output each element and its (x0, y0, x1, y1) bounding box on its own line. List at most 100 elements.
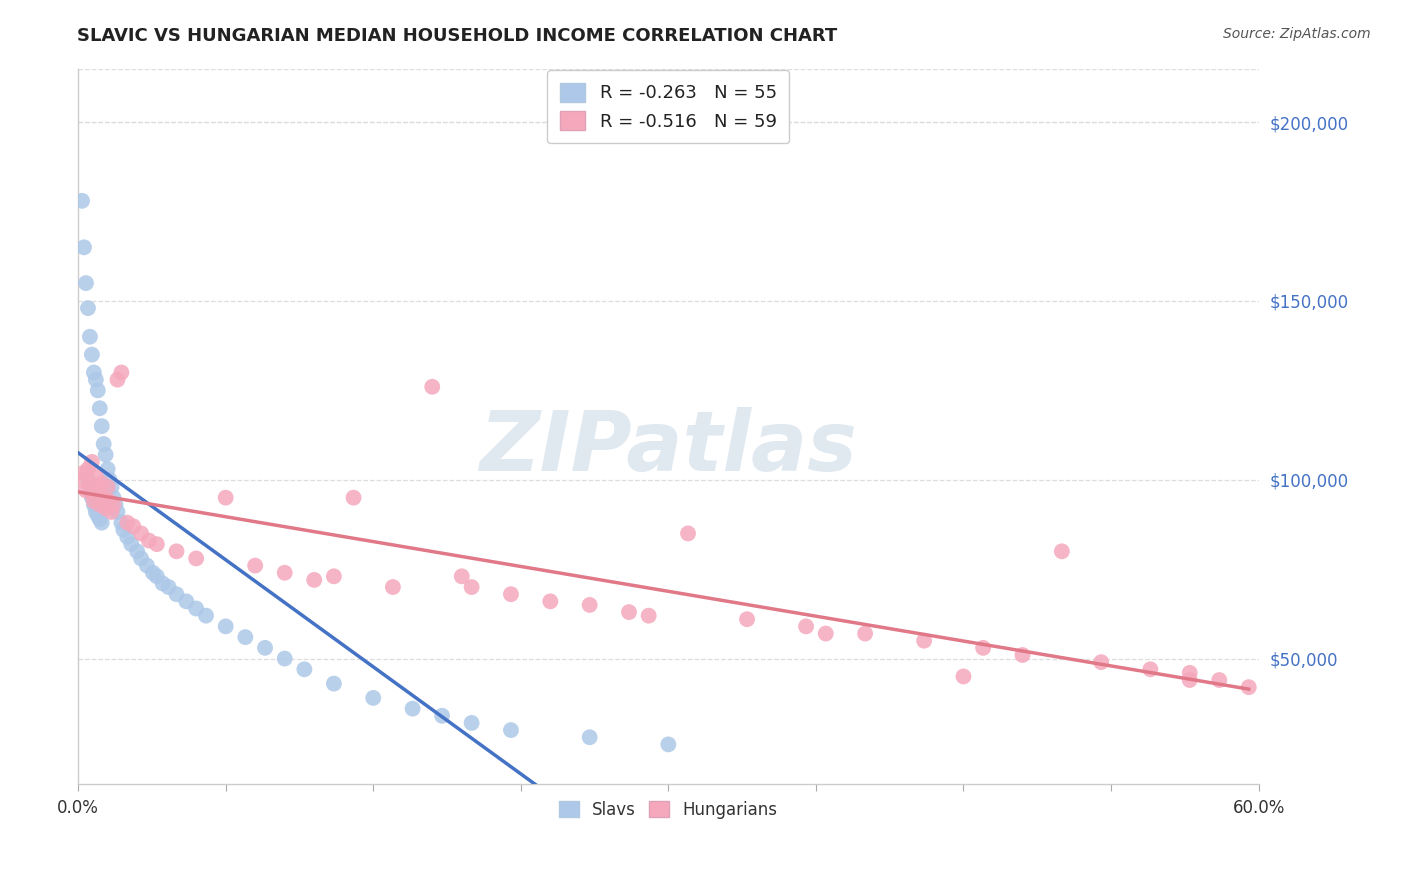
Point (87, 508, 110, 523)
Point (70, 194, 93, 208)
Point (98, 494, 121, 508)
Point (342, 491, 364, 505)
Point (117, 530, 139, 544)
Point (127, 544, 149, 558)
Point (578, 731, 600, 745)
Point (93, 491, 115, 505)
Point (1090, 655, 1112, 669)
Point (794, 619, 817, 633)
Point (735, 612, 758, 626)
Point (98, 473, 121, 487)
Point (499, 723, 522, 737)
Point (75, 483, 97, 498)
Point (1208, 673, 1230, 687)
Point (80, 455, 103, 469)
Point (89, 498, 111, 512)
Point (538, 594, 561, 608)
Point (1011, 648, 1033, 662)
Point (122, 519, 145, 533)
Point (107, 505, 129, 519)
Point (450, 569, 472, 583)
Point (129, 526, 152, 541)
Point (80, 491, 103, 505)
Point (89, 401, 111, 416)
Point (83, 480, 105, 494)
Point (460, 715, 482, 730)
Point (1178, 673, 1201, 687)
Point (75, 276, 97, 290)
Point (814, 626, 837, 640)
Point (166, 587, 188, 601)
Point (80, 348, 103, 362)
Point (952, 669, 974, 683)
Point (420, 380, 443, 394)
Point (972, 640, 994, 655)
Point (77, 473, 100, 487)
Point (138, 533, 160, 548)
Point (430, 708, 453, 723)
Point (129, 551, 152, 566)
Point (578, 598, 600, 612)
Point (90, 516, 112, 530)
Point (110, 366, 132, 380)
Point (97, 462, 120, 476)
Point (87, 384, 110, 398)
Point (112, 523, 135, 537)
Point (292, 662, 315, 676)
Legend: Slavs, Hungarians: Slavs, Hungarians (553, 794, 785, 825)
Point (79, 329, 101, 343)
Point (84, 469, 107, 483)
Point (401, 701, 423, 715)
Point (302, 573, 325, 587)
Point (79, 476, 101, 491)
Point (77, 301, 100, 315)
Point (499, 587, 522, 601)
Point (142, 566, 165, 580)
Point (166, 544, 188, 558)
Point (146, 569, 169, 583)
Point (157, 580, 180, 594)
Point (103, 491, 125, 505)
Point (361, 690, 384, 705)
Point (90, 419, 112, 434)
Point (322, 569, 344, 583)
Point (83, 498, 105, 512)
Point (90, 476, 112, 491)
Point (912, 633, 935, 648)
Point (73, 466, 96, 480)
Point (79, 480, 101, 494)
Point (235, 630, 257, 644)
Point (104, 498, 127, 512)
Point (657, 738, 679, 752)
Point (215, 491, 238, 505)
Point (110, 516, 132, 530)
Point (1178, 665, 1201, 680)
Point (117, 516, 139, 530)
Point (322, 676, 344, 690)
Point (1237, 680, 1260, 694)
Point (89, 512, 111, 526)
Point (80, 487, 103, 501)
Point (103, 498, 125, 512)
Point (73, 240, 96, 254)
Text: ZIPatlas: ZIPatlas (479, 407, 858, 488)
Point (70, 473, 93, 487)
Point (273, 566, 295, 580)
Point (460, 580, 482, 594)
Point (84, 505, 107, 519)
Point (381, 580, 404, 594)
Point (77, 462, 100, 476)
Point (195, 608, 218, 623)
Point (94, 448, 117, 462)
Point (1139, 662, 1161, 676)
Point (84, 373, 107, 387)
Point (83, 494, 105, 508)
Point (87, 483, 110, 498)
Point (676, 526, 699, 541)
Point (152, 576, 174, 591)
Point (107, 373, 129, 387)
Point (853, 626, 876, 640)
Point (176, 594, 198, 608)
Point (617, 605, 640, 619)
Point (146, 537, 169, 551)
